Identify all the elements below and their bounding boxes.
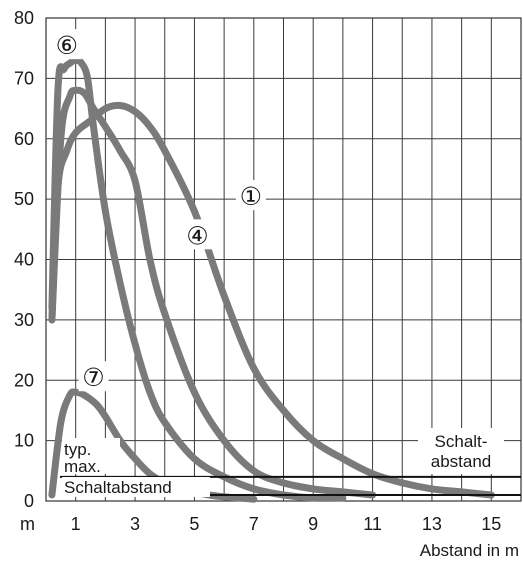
- x-tick-label: 1: [71, 514, 81, 534]
- series-label-bg: [51, 29, 82, 60]
- series-label-bg: [78, 361, 109, 392]
- x-tick-label: 3: [130, 514, 140, 534]
- y-tick-label: 40: [14, 250, 34, 270]
- threshold-label-bg: [418, 428, 504, 474]
- series-6-curve: [48, 56, 347, 502]
- x-axis-unit-label: m: [20, 514, 35, 534]
- series-4-curve: [48, 86, 377, 499]
- x-tick-label: 11: [363, 514, 382, 534]
- y-tick-label: 80: [14, 8, 34, 28]
- x-tick-label: 9: [308, 514, 318, 534]
- y-tick-label: 30: [14, 310, 34, 330]
- x-tick-label: 7: [249, 514, 259, 534]
- y-tick-label: 60: [14, 129, 34, 149]
- y-tick-label: 0: [24, 491, 34, 511]
- series-label: ④: [186, 221, 208, 250]
- x-tick-label: 15: [481, 514, 501, 534]
- thresholds: Schalt-abstand typ.max. Schaltabstand: [60, 428, 521, 497]
- x-tick-label: 13: [422, 514, 442, 534]
- series-label: ⑦: [82, 363, 104, 392]
- y-tick-label: 20: [14, 370, 34, 390]
- threshold-label: typ.: [64, 440, 91, 459]
- series-1-curve: [48, 101, 495, 499]
- series-label: ①: [240, 182, 262, 211]
- series-label-bg: [182, 219, 213, 250]
- x-axis-title: Abstand in m: [420, 541, 519, 560]
- threshold-label-bg: [62, 438, 120, 474]
- y-tick-label: 70: [14, 68, 34, 88]
- threshold-label: abstand: [431, 452, 492, 471]
- x-tick-label: 5: [189, 514, 199, 534]
- threshold-label: Schaltabstand: [64, 478, 172, 497]
- series-label: ⑥: [56, 31, 78, 60]
- threshold-label: Schalt-: [435, 432, 488, 451]
- y-tick-label: 10: [14, 431, 34, 451]
- series-label-bg: [235, 180, 266, 211]
- y-tick-label: 50: [14, 189, 34, 209]
- threshold-label: max.: [64, 457, 101, 476]
- threshold-label-bg: [62, 477, 210, 497]
